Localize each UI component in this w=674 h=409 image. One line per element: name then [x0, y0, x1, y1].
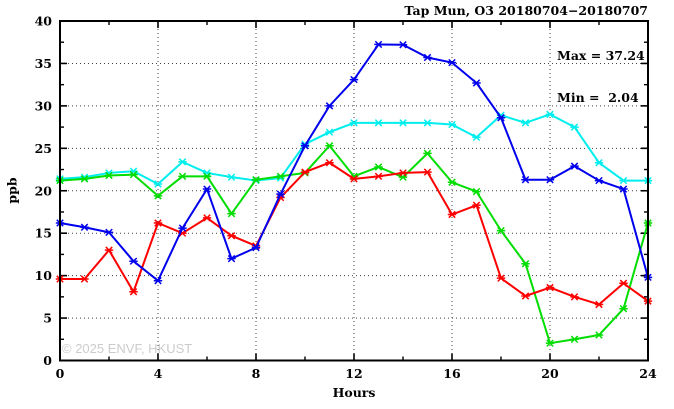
svg-text:16: 16	[443, 366, 461, 381]
svg-text:8: 8	[252, 366, 261, 381]
svg-text:15: 15	[35, 226, 52, 241]
stats-legend: Max = 37.24 Min = 2.04	[557, 21, 645, 133]
min-value-label: Min = 2.04	[557, 90, 639, 105]
y-axis-label: ppb	[4, 177, 20, 204]
svg-text:20: 20	[35, 183, 53, 198]
watermark: © 2025 ENVF, HKUST	[62, 341, 193, 356]
svg-text:30: 30	[35, 98, 53, 113]
svg-text:35: 35	[35, 56, 52, 71]
svg-text:4: 4	[154, 366, 163, 381]
svg-text:0: 0	[56, 366, 65, 381]
svg-text:40: 40	[35, 14, 53, 29]
max-value-label: Max = 37.24	[557, 48, 645, 63]
chart-title: Tap Mun, O3 20180704−20180707	[404, 3, 648, 18]
svg-text:25: 25	[35, 141, 52, 156]
svg-text:24: 24	[639, 366, 657, 381]
svg-text:12: 12	[345, 366, 362, 381]
svg-text:5: 5	[43, 311, 52, 326]
svg-text:20: 20	[541, 366, 559, 381]
x-axis-label: Hours	[332, 385, 376, 400]
svg-text:0: 0	[43, 353, 52, 368]
svg-text:10: 10	[35, 268, 53, 283]
